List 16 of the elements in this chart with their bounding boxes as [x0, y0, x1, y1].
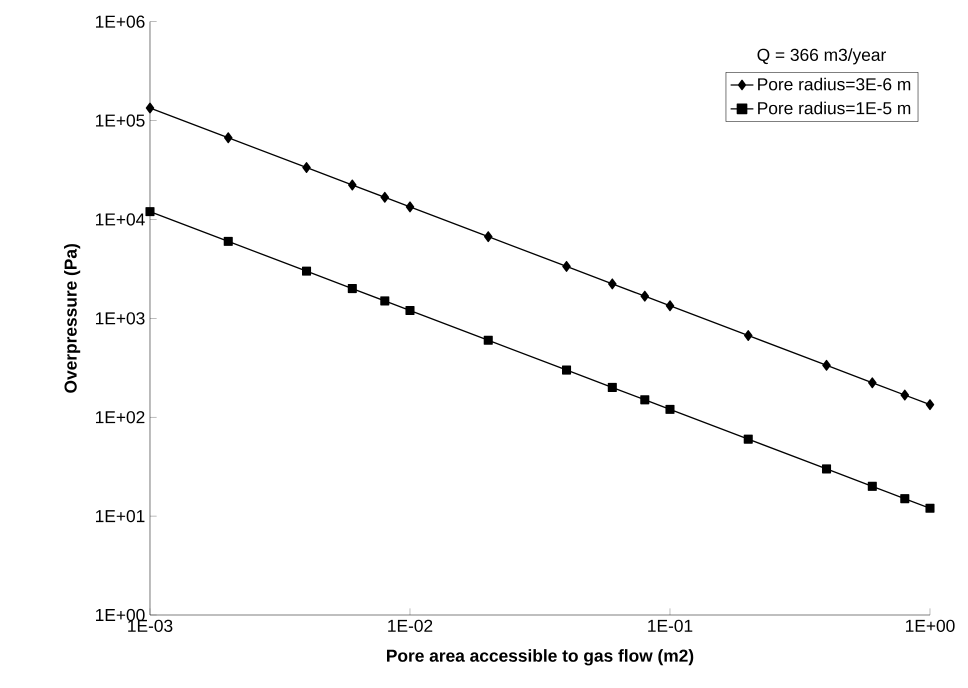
y-tick-label: 1E+01 [96, 510, 144, 522]
y-tick-label: 1E+02 [96, 411, 144, 424]
legend-label: Pore radius=1E-5 m [758, 102, 910, 114]
legend-label: Pore radius=3E-6 m [758, 78, 910, 90]
y-tick-label: 1E+04 [96, 213, 145, 226]
x-tick-label: 1E-03 [128, 620, 172, 632]
y-tick-label: 1E+05 [96, 114, 145, 127]
legend-title: Q = 366 m3/year [758, 48, 886, 64]
x-tick-label: 1E-01 [648, 620, 692, 632]
y-tick-label: 1E+06 [96, 16, 145, 28]
x-axis-title: Pore area accessible to gas flow (m2) [387, 649, 694, 666]
x-tick-label: 1E+00 [906, 620, 955, 632]
y-tick-label: 1E+00 [96, 608, 145, 622]
y-tick-label: 1E+03 [96, 312, 145, 324]
x-tick-label: 1E-02 [388, 620, 432, 632]
y-axis-title: Overpressure (Pa) [64, 244, 80, 393]
